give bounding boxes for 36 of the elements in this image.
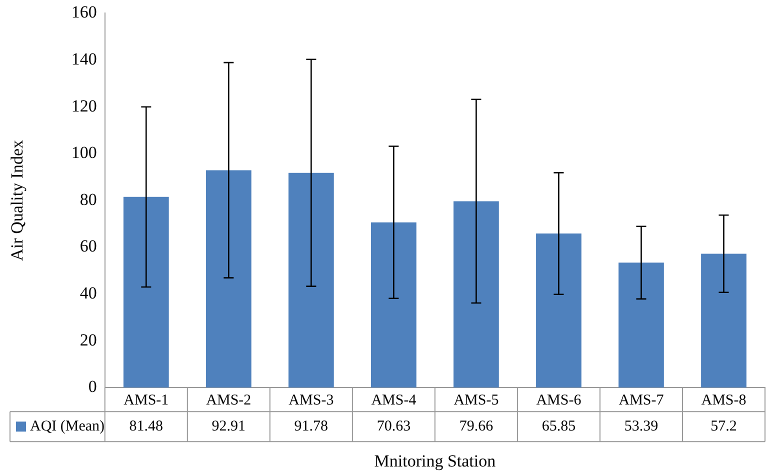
bar <box>288 172 334 388</box>
x-tick-label: AMS-1 <box>124 392 169 409</box>
bar <box>618 262 664 388</box>
x-tick-label: AMS-4 <box>371 392 417 409</box>
y-tick-label: 0 <box>88 377 97 396</box>
y-tick-label: 100 <box>71 143 97 162</box>
bar <box>123 196 169 388</box>
y-tick-label: 160 <box>71 2 97 22</box>
data-label: 92.91 <box>212 418 246 435</box>
data-label: 81.48 <box>129 418 164 435</box>
bar <box>371 222 416 388</box>
y-tick-label: 20 <box>80 330 97 350</box>
y-tick-label: 120 <box>71 96 97 116</box>
x-tick-label: AMS-7 <box>618 392 664 409</box>
y-tick-label: 60 <box>80 236 97 256</box>
x-tick-label: AMS-6 <box>536 392 582 409</box>
bar <box>536 234 582 388</box>
data-label: 70.63 <box>376 418 411 435</box>
bar <box>454 201 499 388</box>
legend-label: AQI (Mean) <box>30 418 105 435</box>
data-label: 79.66 <box>459 418 494 435</box>
x-tick-label: AMS-8 <box>701 392 746 409</box>
y-tick-label: 80 <box>80 190 97 209</box>
x-axis-title: Mnitoring Station <box>374 451 496 470</box>
bar <box>206 170 252 388</box>
data-label: 53.39 <box>624 418 658 435</box>
data-label: 91.78 <box>294 418 328 435</box>
data-label: 65.85 <box>542 418 576 435</box>
data-label: 57.2 <box>710 418 737 435</box>
y-axis-title: Air Quality Index <box>8 139 27 261</box>
bar <box>701 254 746 388</box>
x-tick-label: AMS-2 <box>206 392 252 409</box>
x-tick-label: AMS-3 <box>288 392 334 409</box>
y-tick-label: 140 <box>71 49 97 68</box>
x-tick-label: AMS-5 <box>454 392 499 409</box>
y-tick-label: 40 <box>80 283 97 302</box>
